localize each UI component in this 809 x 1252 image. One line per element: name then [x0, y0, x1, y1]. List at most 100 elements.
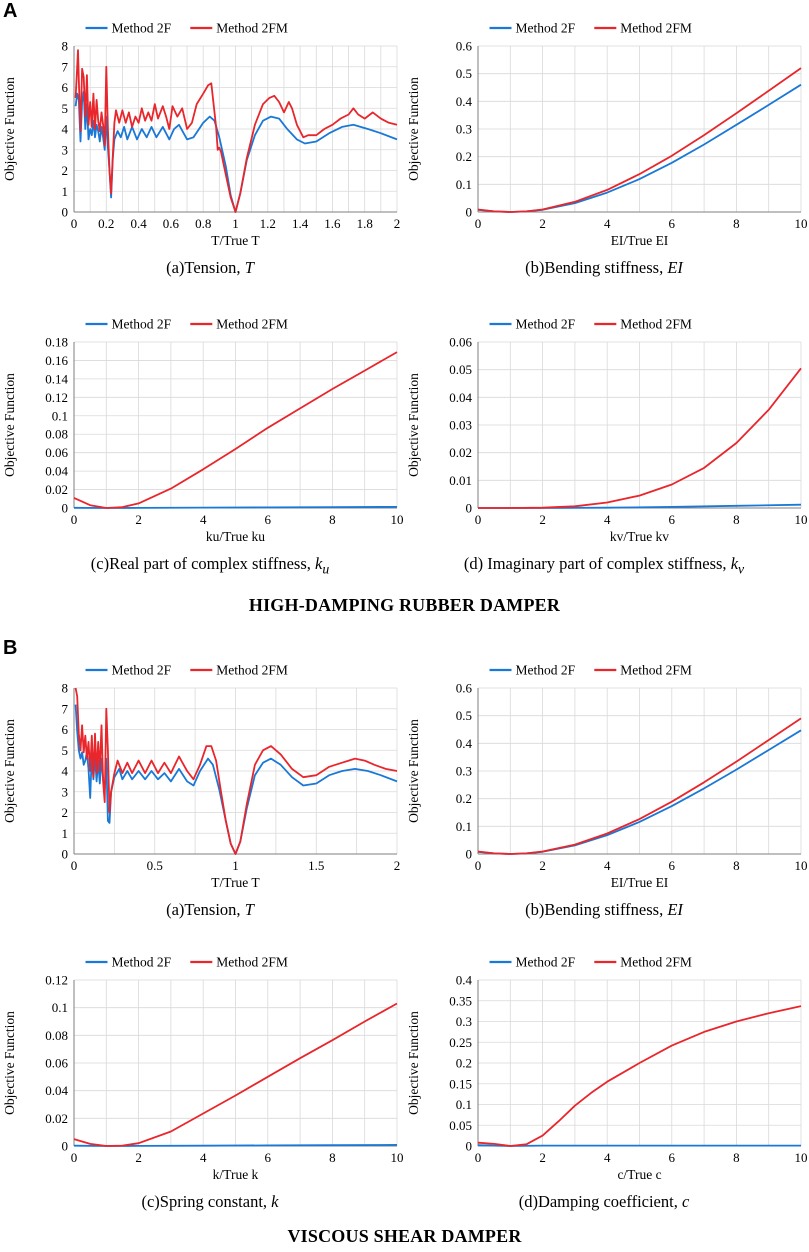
y-tick-label: 0.04 [449, 390, 472, 405]
y-tick-label: 5 [62, 743, 69, 758]
series-line-method-2f [477, 1144, 801, 1147]
y-tick-label: 6 [62, 722, 69, 737]
legend-label: Method 2F [516, 955, 576, 970]
y-tick-label: 0.01 [449, 473, 472, 488]
x-tick-label: 4 [604, 512, 611, 527]
y-axis-title: Objective Function [2, 77, 17, 181]
y-tick-label: 0.2 [456, 791, 472, 806]
x-tick-label: 0 [71, 1150, 78, 1165]
legend: Method 2F Method 2FM [489, 663, 692, 678]
y-tick-label: 0.05 [449, 1118, 472, 1133]
chart-b-damping-coefficient: 0 2 4 6 8 10 0 0.05 0.1 0.15 0.2 0.25 0.3 0.35 0.4 c/Tr… [406, 955, 808, 1183]
y-tick-label: 4 [62, 764, 69, 779]
y-tick-label: 0.14 [45, 371, 68, 386]
x-tick-label: 8 [329, 1150, 336, 1165]
y-tick-label: 7 [62, 59, 69, 74]
y-tick-label: 0.06 [45, 1056, 68, 1071]
x-tick-label: 2 [539, 512, 546, 527]
y-tick-label: 0.03 [449, 418, 472, 433]
legend: Method 2F Method 2FM [85, 21, 288, 36]
y-tick-label: 0.4 [456, 94, 473, 109]
x-tick-label: 4 [604, 216, 611, 231]
x-tick-label: 10 [795, 512, 808, 527]
x-tick-label: 2 [135, 1150, 142, 1165]
legend-label: Method 2FM [620, 21, 692, 36]
y-tick-label: 3 [62, 142, 69, 157]
chart-a-bending-stiffness: 0 2 4 6 8 10 0 0.1 0.2 0.3 0.4 0.5 0.6 EI/True EI Obje… [406, 21, 808, 249]
y-axis-title: Objective Function [406, 373, 421, 477]
x-tick-label: 10 [795, 216, 808, 231]
y-tick-label: 0.1 [52, 1000, 68, 1015]
legend-label: Method 2FM [216, 663, 288, 678]
panel-label-a: A [3, 0, 18, 22]
y-tick-label: 0.1 [456, 1097, 472, 1112]
x-tick-label: 0 [71, 216, 78, 231]
legend: Method 2F Method 2FM [489, 21, 692, 36]
x-axis-title: c/True c [617, 1167, 661, 1182]
x-tick-label: 0.2 [98, 216, 114, 231]
x-tick-label: 1.5 [308, 858, 324, 873]
x-tick-label: 2 [394, 858, 401, 873]
series-line-method-2fm [73, 1002, 398, 1147]
x-tick-label: 8 [733, 216, 740, 231]
x-tick-label: 0.6 [163, 216, 180, 231]
series-line-method-2f [74, 90, 398, 213]
y-tick-label: 0.25 [449, 1035, 472, 1050]
section-a-title: HIGH-DAMPING RUBBER DAMPER [248, 595, 561, 615]
caption-a-a: (a)Tension, T [166, 258, 254, 277]
caption-b-c: (c)Spring constant, k [141, 1192, 279, 1211]
y-tick-label: 3 [62, 784, 69, 799]
x-tick-label: 0 [475, 512, 482, 527]
chart-a-tension: 0 0.2 0.4 0.6 0.8 1 1.2 1.4 1.6 1.8 2 0 1 2 3 4 5 6 7 8 T/Tr… [2, 21, 400, 249]
x-tick-label: 6 [669, 216, 676, 231]
legend-label: Method 2F [112, 955, 172, 970]
x-tick-label: 8 [733, 1150, 740, 1165]
legend: Method 2F Method 2FM [85, 955, 288, 970]
y-tick-label: 0 [466, 1139, 473, 1154]
legend-label: Method 2F [112, 663, 172, 678]
y-tick-label: 2 [62, 805, 69, 820]
legend: Method 2F Method 2FM [489, 955, 692, 970]
y-tick-label: 0 [466, 205, 473, 220]
y-tick-label: 0.04 [45, 1083, 68, 1098]
x-tick-label: 1 [232, 216, 239, 231]
series-line-method-2fm [477, 67, 802, 213]
y-tick-label: 0 [62, 847, 69, 862]
y-tick-label: 1 [62, 184, 69, 199]
x-tick-label: 2 [135, 512, 142, 527]
legend: Method 2F Method 2FM [85, 663, 288, 678]
series-line-method-2f [74, 704, 398, 855]
y-axis-title: Objective Function [406, 719, 421, 823]
series-line-method-2fm [73, 351, 398, 509]
chart-b-spring-constant: 0 2 4 6 8 10 0 0.02 0.04 0.06 0.08 0.1 0.12 k/True k O… [2, 955, 404, 1183]
legend: Method 2F Method 2FM [85, 317, 288, 332]
x-axis-title: kv/True kv [610, 529, 669, 544]
x-tick-label: 0 [475, 858, 482, 873]
x-tick-label: 0 [475, 1150, 482, 1165]
y-tick-label: 0.6 [456, 681, 473, 696]
y-tick-label: 5 [62, 101, 69, 116]
caption-a-d: (d) Imaginary part of complex stiffness,… [463, 554, 745, 577]
series-line-method-2fm [74, 49, 398, 213]
x-axis-title: ku/True ku [206, 529, 265, 544]
x-axis-title: EI/True EI [611, 875, 669, 890]
y-tick-label: 0.16 [45, 353, 68, 368]
y-tick-label: 7 [62, 701, 69, 716]
y-tick-label: 0.6 [456, 39, 473, 54]
y-tick-label: 0.4 [456, 736, 473, 751]
y-tick-label: 0.2 [456, 149, 472, 164]
y-tick-label: 0.06 [449, 335, 472, 350]
x-tick-label: 1.8 [357, 216, 373, 231]
x-tick-label: 6 [669, 1150, 676, 1165]
chart-b-tension: 0 0.5 1 1.5 2 0 1 2 3 4 5 6 7 8 T/True T Objective Func… [2, 663, 401, 891]
x-tick-label: 8 [733, 512, 740, 527]
legend-label: Method 2F [112, 21, 172, 36]
legend-label: Method 2F [516, 21, 576, 36]
panel-label-b: B [3, 637, 18, 659]
x-tick-label: 6 [669, 858, 676, 873]
x-tick-label: 4 [200, 512, 207, 527]
caption-b-b: (b)Bending stiffness, EI [525, 900, 683, 919]
x-axis-title: T/True T [211, 233, 260, 248]
x-tick-label: 4 [604, 858, 611, 873]
y-tick-label: 2 [62, 163, 69, 178]
